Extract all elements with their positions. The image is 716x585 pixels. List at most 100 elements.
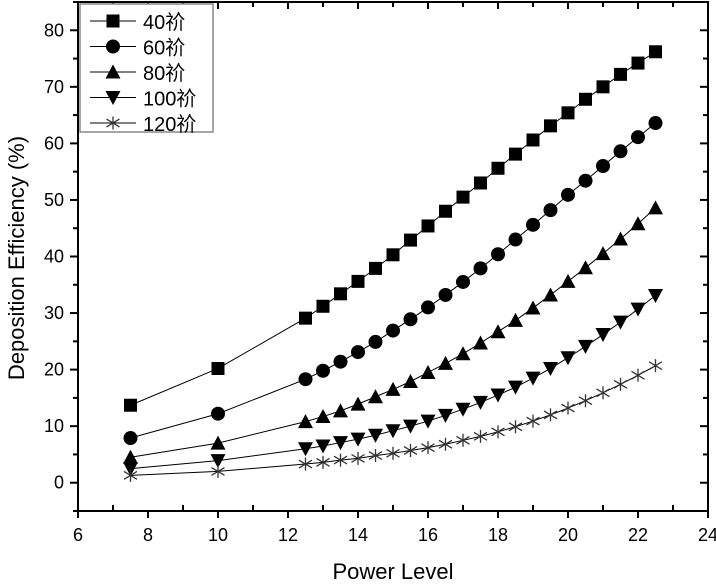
data-point xyxy=(474,176,487,190)
plot-area xyxy=(123,45,663,482)
data-point xyxy=(508,232,523,247)
data-point xyxy=(420,414,436,429)
data-point xyxy=(543,203,558,218)
data-point xyxy=(316,299,330,313)
legend-marker xyxy=(105,64,121,79)
data-point xyxy=(403,419,418,434)
data-point xyxy=(123,468,138,482)
legend-label: 60祄 xyxy=(143,37,185,60)
data-point xyxy=(333,354,348,369)
asterisk-stroke xyxy=(526,416,540,426)
data-point xyxy=(648,359,663,373)
data-point xyxy=(403,373,418,388)
data-point xyxy=(525,300,541,315)
asterisk-stroke xyxy=(473,431,488,441)
data-point xyxy=(316,363,330,378)
data-point xyxy=(298,372,313,387)
x-tick-label: 18 xyxy=(488,525,508,545)
data-point xyxy=(630,302,646,317)
series-4 xyxy=(123,359,663,482)
data-point xyxy=(649,45,662,59)
data-point xyxy=(491,247,505,262)
data-point xyxy=(123,431,138,446)
data-point xyxy=(350,432,366,447)
data-point xyxy=(210,435,226,450)
data-point xyxy=(561,187,575,202)
data-point xyxy=(298,457,313,471)
x-tick-label: 8 xyxy=(143,525,153,545)
asterisk-stroke xyxy=(613,379,628,389)
legend-entry: 40祄 xyxy=(90,11,185,34)
y-tick-label: 50 xyxy=(44,190,64,210)
data-point xyxy=(509,147,522,161)
data-point xyxy=(386,323,400,338)
data-point xyxy=(508,380,523,395)
data-point xyxy=(386,248,400,262)
data-point xyxy=(333,453,348,467)
data-point xyxy=(315,409,331,424)
data-point xyxy=(438,437,453,451)
data-point xyxy=(578,394,593,408)
data-point xyxy=(438,355,453,370)
data-point xyxy=(439,204,452,218)
data-point xyxy=(124,398,137,412)
data-point xyxy=(404,233,417,247)
data-point xyxy=(456,190,470,204)
asterisk-stroke xyxy=(543,410,558,420)
y-tick-label: 10 xyxy=(44,416,64,436)
data-point xyxy=(561,401,575,415)
data-point xyxy=(508,420,523,434)
data-point xyxy=(211,406,225,421)
data-point xyxy=(351,274,365,288)
y-tick-label: 80 xyxy=(44,20,64,40)
legend-entry: 80祄 xyxy=(90,62,185,85)
asterisk-stroke xyxy=(123,470,138,480)
legend-label: 100祄 xyxy=(143,88,196,111)
data-point xyxy=(473,261,488,276)
data-point xyxy=(648,116,663,131)
legend-entry: 100祄 xyxy=(90,88,196,111)
data-point xyxy=(210,454,226,469)
asterisk-stroke xyxy=(368,451,383,461)
y-axis-label: Deposition Efficiency (%) xyxy=(4,136,29,380)
data-point xyxy=(420,364,436,379)
data-point xyxy=(526,217,540,232)
asterisk-stroke xyxy=(106,118,120,128)
data-point xyxy=(456,433,470,447)
asterisk-stroke xyxy=(491,427,505,437)
data-point xyxy=(333,436,348,451)
data-point xyxy=(543,287,558,302)
data-point xyxy=(211,361,225,375)
asterisk-stroke xyxy=(298,459,313,469)
legend-entry: 60祄 xyxy=(90,37,185,60)
data-point xyxy=(368,449,383,463)
axes: 6 8 10 12 14 16 18 20 22 24 0 10 20 30 40 50 60 70 80 xyxy=(44,1,716,545)
data-point xyxy=(613,315,628,330)
data-point xyxy=(490,324,506,339)
y-tick-label: 70 xyxy=(44,77,64,97)
asterisk-stroke xyxy=(578,396,593,406)
x-tick-label: 12 xyxy=(278,525,298,545)
asterisk-stroke xyxy=(561,403,575,413)
x-axis-label: Power Level xyxy=(332,559,453,584)
legend-label: 40祄 xyxy=(143,11,185,34)
asterisk-stroke xyxy=(386,448,400,458)
legend-marker xyxy=(106,116,120,130)
x-tick-label: 10 xyxy=(208,525,228,545)
legend-box xyxy=(79,3,214,133)
data-point xyxy=(525,371,541,386)
x-tick-label: 14 xyxy=(348,525,368,545)
data-point xyxy=(543,361,558,376)
asterisk-stroke xyxy=(596,388,610,398)
asterisk-stroke xyxy=(211,466,225,476)
data-point xyxy=(316,455,330,469)
data-point xyxy=(334,287,347,301)
data-point xyxy=(526,133,540,147)
data-point xyxy=(508,312,523,327)
y-tick-label: 0 xyxy=(54,473,64,493)
data-point xyxy=(595,246,611,261)
data-point xyxy=(614,67,627,81)
data-point xyxy=(543,408,558,422)
